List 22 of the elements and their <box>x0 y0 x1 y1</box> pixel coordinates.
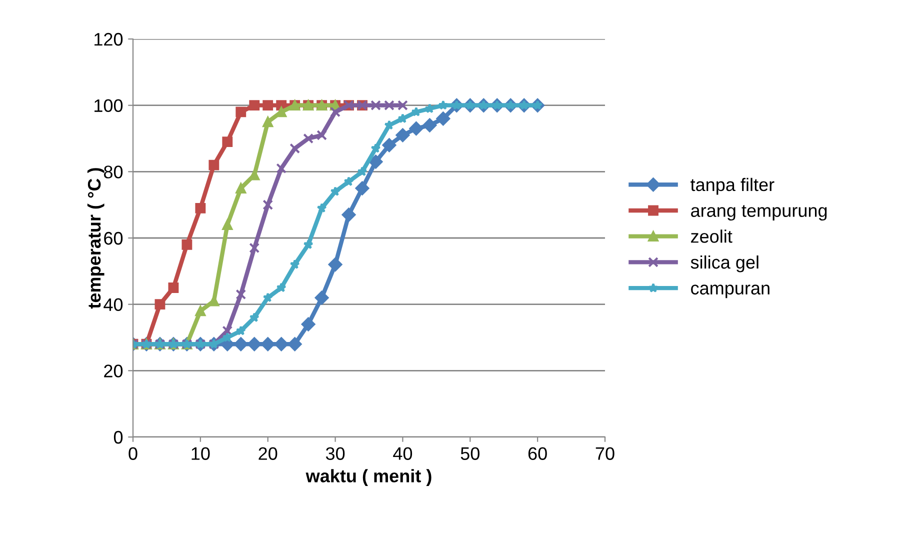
x-tick-label: 60 <box>528 447 547 460</box>
x-tick-label: 20 <box>258 447 278 460</box>
x-tick-label: 70 <box>596 447 614 460</box>
x-tick-label: 30 <box>326 447 345 460</box>
x-tick-label: 40 <box>393 447 412 460</box>
x-tick-label: 10 <box>192 447 210 460</box>
y-axis-title: temperatur ( °C ) <box>87 168 104 309</box>
x-axis-title: waktu ( menit ) <box>306 469 432 486</box>
x-tick-label: 50 <box>460 447 480 460</box>
y-tick-label: 80 <box>104 166 123 178</box>
legend-label: arang tempurung <box>691 205 827 221</box>
y-tick-label: 120 <box>94 32 123 46</box>
y-tick-label: 20 <box>104 364 123 378</box>
legend-label: tanpa filter <box>690 178 774 195</box>
legend-label: campuran <box>691 284 770 298</box>
y-tick-label: 40 <box>104 298 123 312</box>
x-tick-label: 0 <box>128 447 138 460</box>
legend-label: zeolit <box>691 230 732 243</box>
y-tick-label: 0 <box>114 430 123 444</box>
y-tick-label: 100 <box>94 99 123 112</box>
legend-label: silica gel <box>690 255 758 272</box>
y-tick-label: 60 <box>104 232 123 245</box>
